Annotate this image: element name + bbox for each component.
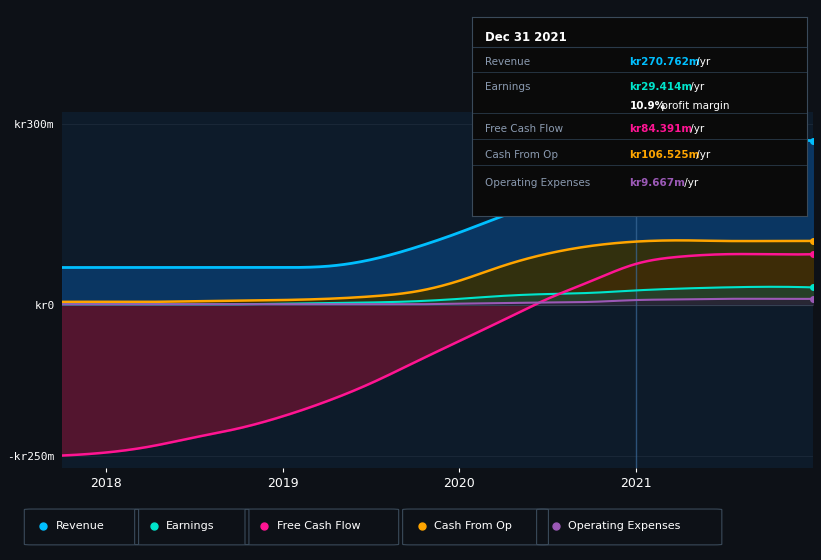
Text: /yr: /yr <box>681 178 699 188</box>
Text: /yr: /yr <box>693 150 710 160</box>
Text: Cash From Op: Cash From Op <box>434 521 512 531</box>
Text: kr270.762m: kr270.762m <box>630 57 700 67</box>
Text: Operating Expenses: Operating Expenses <box>485 178 591 188</box>
Text: /yr: /yr <box>693 57 710 67</box>
Text: 10.9%: 10.9% <box>630 101 666 111</box>
Text: kr29.414m: kr29.414m <box>630 82 693 92</box>
Text: Cash From Op: Cash From Op <box>485 150 558 160</box>
Text: Earnings: Earnings <box>166 521 214 531</box>
Text: kr106.525m: kr106.525m <box>630 150 700 160</box>
Text: Free Cash Flow: Free Cash Flow <box>277 521 360 531</box>
Text: Revenue: Revenue <box>56 521 104 531</box>
Text: Revenue: Revenue <box>485 57 530 67</box>
Text: Earnings: Earnings <box>485 82 531 92</box>
Text: Free Cash Flow: Free Cash Flow <box>485 124 563 134</box>
Text: kr9.667m: kr9.667m <box>630 178 686 188</box>
Text: Dec 31 2021: Dec 31 2021 <box>485 31 567 44</box>
Text: /yr: /yr <box>687 124 704 134</box>
Text: Operating Expenses: Operating Expenses <box>568 521 681 531</box>
Text: kr84.391m: kr84.391m <box>630 124 693 134</box>
Text: profit margin: profit margin <box>658 101 730 111</box>
Text: /yr: /yr <box>687 82 704 92</box>
